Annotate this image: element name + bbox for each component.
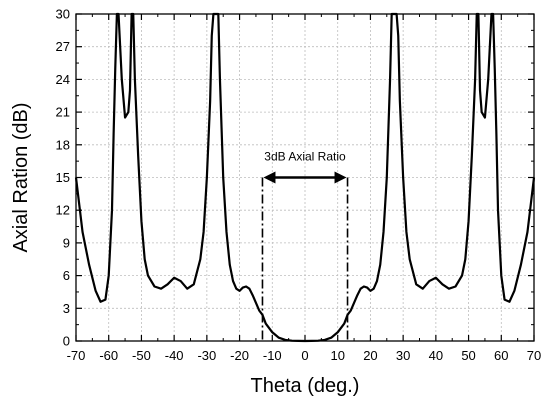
axis-ticks: [75, 13, 535, 342]
x-tick-label: 40: [429, 348, 443, 363]
y-tick-label: 21: [56, 105, 70, 120]
x-tick-label: -30: [197, 348, 216, 363]
y-tick-label: 6: [63, 268, 70, 283]
x-tick-label: 10: [330, 348, 344, 363]
grid-lines: [76, 14, 534, 341]
x-tick-label: 30: [396, 348, 410, 363]
annotation-group: 3dB Axial Ratio: [261, 150, 349, 341]
y-axis-title: Axial Ration (dB): [10, 102, 32, 252]
y-tick-label: 0: [63, 334, 70, 349]
annotation-arrowhead-left: [263, 171, 276, 184]
y-tick-label: 27: [56, 39, 70, 54]
x-tick-label: 60: [494, 348, 508, 363]
y-tick-label: 24: [56, 72, 70, 87]
x-tick-label: -20: [230, 348, 249, 363]
y-tick-label: 30: [56, 7, 70, 22]
x-tick-label: -60: [99, 348, 118, 363]
x-tick-labels: -70 -60 -50 -40 -30 -20 -10 0 10 20 30 40 50 60 70: [67, 348, 542, 363]
x-tick-label: -10: [263, 348, 282, 363]
y-tick-label: 18: [56, 137, 70, 152]
y-tick-label: 3: [63, 301, 70, 316]
x-axis-title: Theta (deg.): [251, 375, 360, 397]
y-tick-label: 9: [63, 235, 70, 250]
y-tick-label: 15: [56, 170, 70, 185]
x-tick-label: -70: [67, 348, 86, 363]
y-tick-label: 12: [56, 203, 70, 218]
annotation-label: 3dB Axial Ratio: [264, 150, 346, 164]
x-tick-label: 0: [301, 348, 308, 363]
annotation-arrowhead-right: [334, 171, 347, 184]
y-tick-labels: 0 3 6 9 12 15 18 21 24 27 30: [56, 7, 70, 349]
x-tick-label: 70: [527, 348, 541, 363]
x-tick-label: 50: [461, 348, 475, 363]
x-tick-label: 20: [363, 348, 377, 363]
x-tick-label: -40: [165, 348, 184, 363]
x-tick-label: -50: [132, 348, 151, 363]
